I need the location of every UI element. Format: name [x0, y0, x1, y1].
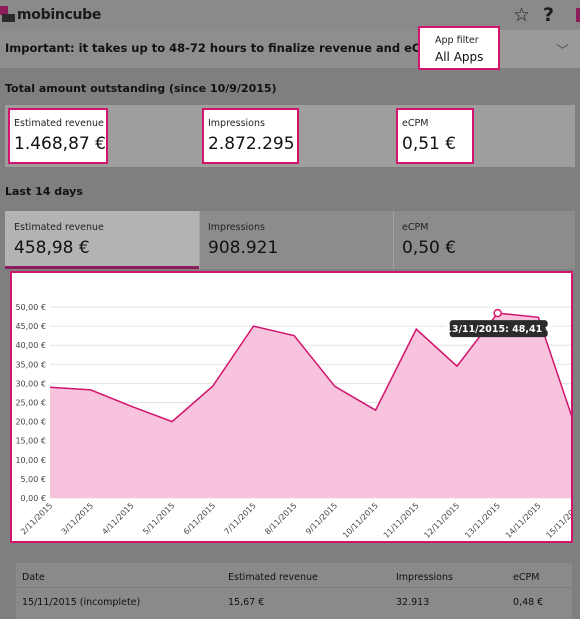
help-icon[interactable]: ? [543, 4, 555, 26]
table-header-impressions: Impressions [396, 572, 453, 583]
x-tick-label: 14/11/2015 [504, 501, 543, 540]
tooltip-text: 13/11/2015: 48,41 € [445, 324, 552, 335]
tab-value: 0,50 € [402, 238, 457, 258]
x-tick-label: 3/11/2015 [60, 501, 95, 536]
y-tick-label: 45,00 € [15, 322, 46, 331]
total-estimated-revenue: Estimated revenue 1.468,87 € [8, 108, 108, 164]
y-tick-label: 0,00 € [21, 494, 46, 503]
chevron-down-icon[interactable]: ﹀ [556, 44, 570, 59]
x-tick-label: 6/11/2015 [182, 501, 217, 536]
y-tick-label: 15,00 € [15, 437, 46, 446]
table-cell-ecpm: 0,48 € [513, 597, 544, 608]
tab-ecpm[interactable]: eCPM 0,50 € [393, 211, 575, 269]
revenue-chart-svg: 0,00 € 5,00 € 10,00 € 15,00 € 20,00 € 25,00 €… [15, 303, 571, 540]
x-tick-label: 5/11/2015 [141, 501, 176, 536]
x-tick-label: 11/11/2015 [382, 501, 421, 540]
tab-label: eCPM [402, 222, 429, 233]
top-bar: mobincube ☆ ? [0, 0, 580, 30]
kpi-label: Estimated revenue [14, 118, 104, 129]
x-tick-label: 13/11/2015 [463, 501, 502, 540]
table-header-revenue: Estimated revenue [228, 572, 318, 583]
tab-estimated-revenue[interactable]: Estimated revenue 458,98 € [5, 211, 199, 269]
tab-label: Impressions [208, 222, 265, 233]
revenue-chart: 0,00 € 5,00 € 10,00 € 15,00 € 20,00 € 25,00 €… [10, 271, 573, 543]
metric-tabs: Estimated revenue 458,98 € Impressions 9… [5, 211, 575, 269]
kpi-label: Impressions [208, 118, 265, 129]
x-tick-label: 7/11/2015 [223, 501, 258, 536]
table-cell-date: 15/11/2015 (incomplete) [22, 597, 141, 608]
tab-label: Estimated revenue [14, 222, 104, 233]
data-point [128, 403, 134, 409]
y-tick-label: 10,00 € [15, 456, 46, 465]
y-tick-label: 20,00 € [15, 418, 46, 427]
app-filter-value[interactable]: All Apps [435, 50, 484, 64]
table-divider [16, 587, 572, 588]
kpi-value: 0,51 € [402, 134, 457, 154]
kpi-label: eCPM [402, 118, 429, 129]
brand-name: mobincube [17, 7, 102, 23]
x-tick-label: 2/11/2015 [19, 501, 54, 536]
data-point [454, 363, 460, 369]
total-impressions: Impressions 2.872.295 [202, 108, 299, 164]
x-tick-label: 12/11/2015 [422, 501, 461, 540]
data-point [291, 333, 297, 339]
tab-value: 458,98 € [14, 238, 90, 258]
app-filter-label: App filter [435, 35, 479, 46]
tab-divider [393, 211, 394, 269]
y-tick-label: 40,00 € [15, 341, 46, 350]
menu-edge-icon[interactable] [576, 8, 580, 22]
data-point [169, 419, 175, 425]
logo-mark-icon [0, 6, 16, 24]
y-tick-label: 30,00 € [15, 379, 46, 388]
data-point [210, 383, 216, 389]
table-header-date: Date [22, 572, 45, 583]
data-point [535, 314, 541, 320]
notice-text: Important: it takes up to 48-72 hours to… [5, 41, 490, 55]
x-tick-label: 9/11/2015 [304, 501, 339, 536]
x-tick-label: 8/11/2015 [263, 501, 298, 536]
daily-table: Date Estimated revenue Impressions eCPM … [16, 563, 572, 619]
x-tick-label: 4/11/2015 [100, 501, 135, 536]
table-cell-impressions: 32.913 [396, 597, 430, 608]
tooltip-box [449, 320, 548, 338]
app-filter-select-background[interactable] [500, 30, 580, 68]
x-tick-label: 10/11/2015 [341, 501, 380, 540]
area-fill [50, 313, 571, 498]
x-tick-label: 15/11/2015 [545, 501, 571, 540]
totals-title: Total amount outstanding (since 10/9/201… [5, 82, 277, 95]
app-filter[interactable]: App filter All Apps [418, 26, 500, 70]
total-ecpm: eCPM 0,51 € [396, 108, 474, 164]
tab-impressions[interactable]: Impressions 908.921 [199, 211, 393, 269]
data-point [251, 323, 257, 329]
y-tick-label: 35,00 € [15, 360, 46, 369]
tab-value: 908.921 [208, 238, 279, 258]
star-icon[interactable]: ☆ [513, 4, 531, 26]
data-point [373, 407, 379, 413]
data-point [413, 326, 419, 332]
last14-title: Last 14 days [5, 185, 83, 198]
y-tick-label: 25,00 € [15, 399, 46, 408]
table-cell-revenue: 15,67 € [228, 597, 265, 608]
logo[interactable]: mobincube [0, 4, 101, 26]
kpi-value: 1.468,87 € [14, 134, 106, 154]
kpi-value: 2.872.295 [208, 134, 295, 154]
data-point [332, 383, 338, 389]
table-header-ecpm: eCPM [513, 572, 540, 583]
tab-divider [199, 211, 200, 269]
data-point [88, 387, 94, 393]
tooltip-point [493, 308, 502, 318]
y-tick-label: 50,00 € [15, 303, 46, 312]
y-tick-label: 5,00 € [21, 475, 46, 484]
data-point [47, 384, 53, 390]
